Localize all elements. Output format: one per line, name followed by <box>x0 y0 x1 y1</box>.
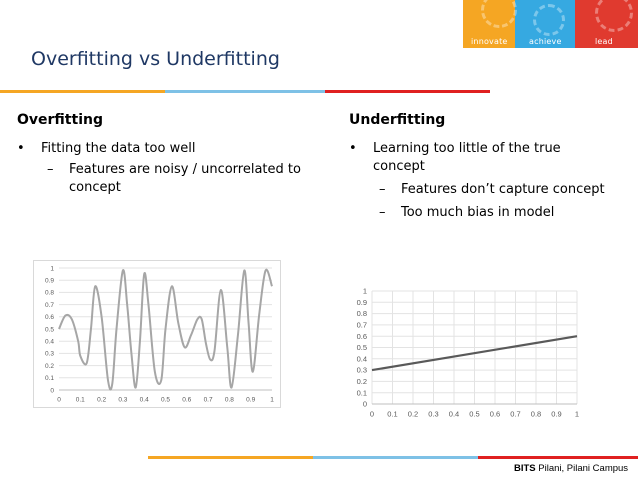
y-tick-label: 0 <box>50 387 54 394</box>
overfitting-subpoint-line2: concept <box>69 180 121 195</box>
x-tick-label: 0.2 <box>97 397 106 404</box>
y-tick-label: 0.5 <box>45 326 54 333</box>
divider-orange <box>0 90 165 93</box>
y-tick-label: 0.9 <box>45 277 54 284</box>
x-tick-label: 0.8 <box>225 397 234 404</box>
y-tick-label: 0.9 <box>357 298 367 307</box>
x-tick-label: 0.7 <box>510 410 520 419</box>
y-tick-label: 0.8 <box>45 290 54 297</box>
series-line <box>371 335 578 372</box>
header-banner: innovate achieve lead <box>463 0 638 48</box>
banner-label-lead: lead <box>595 37 613 46</box>
slide-title: Overfitting vs Underfitting <box>31 48 280 70</box>
y-tick-label: 0.3 <box>357 366 367 375</box>
gear-icon <box>595 0 633 32</box>
y-tick-label: 0.2 <box>45 363 54 370</box>
bullet-symbol: • <box>17 141 25 156</box>
y-tick-label: 0 <box>363 400 367 409</box>
overfitting-heading: Overfitting <box>17 112 103 128</box>
underfitting-chart-svg: 0 0.1 0.2 0.3 0.4 0.5 0.6 0.7 0.8 0.9 1 0 0.1 0.2 0.3 0… <box>357 287 580 419</box>
dash-symbol: – <box>379 182 386 197</box>
x-tick-label: 0.2 <box>408 410 418 419</box>
x-tick-label: 0.1 <box>76 397 85 404</box>
y-tick-label: 0.7 <box>45 302 54 309</box>
y-tick-label: 0.8 <box>357 309 367 318</box>
y-tick-label: 0.4 <box>45 338 54 345</box>
bullet-symbol: • <box>349 141 357 156</box>
overfitting-chart: 0 0.1 0.2 0.3 0.4 0.5 0.6 0.7 0.8 0.9 1 0 0.1 0.2 0.3 0… <box>33 260 281 408</box>
footer-divider-blue <box>313 456 478 459</box>
y-tick-label: 0.7 <box>357 321 367 330</box>
y-tick-label: 0.5 <box>357 343 367 352</box>
underfitting-subpoint-2-text: Too much bias in model <box>401 205 555 220</box>
gear-icon <box>481 0 517 28</box>
x-tick-label: 0.1 <box>387 410 397 419</box>
y-tick-label: 0.4 <box>357 354 367 363</box>
banner-label-achieve: achieve <box>529 37 562 46</box>
y-tick-label: 1 <box>363 287 367 296</box>
x-tick-label: 0.6 <box>182 397 191 404</box>
divider-blue <box>165 90 325 93</box>
x-tick-label: 0.6 <box>490 410 500 419</box>
footer-divider-orange <box>148 456 313 459</box>
underfitting-heading: Underfitting <box>349 112 446 128</box>
footer-brand: BITS <box>514 463 536 474</box>
y-tick-label: 0.1 <box>357 388 367 397</box>
underfitting-bullet: • Learning too little of the true concep… <box>349 140 619 176</box>
footer-divider-red <box>478 456 638 459</box>
y-tick-label: 0.6 <box>45 314 54 321</box>
dash-symbol: – <box>379 205 386 220</box>
overfitting-bullet-text: Fitting the data too well <box>41 141 196 156</box>
underfitting-subpoint-1-text: Features don’t capture concept <box>401 182 605 197</box>
x-tick-label: 0 <box>57 397 61 404</box>
overfitting-subpoint-line1: Features are noisy / uncorrelated to <box>69 162 301 177</box>
overfitting-subpoint: – Features are noisy / uncorrelated to c… <box>47 161 327 197</box>
x-tick-label: 0.4 <box>449 410 459 419</box>
series-line <box>58 268 273 391</box>
x-tick-label: 0.5 <box>161 397 170 404</box>
x-tick-label: 0.4 <box>140 397 149 404</box>
overfitting-bullet: • Fitting the data too well <box>17 140 317 158</box>
x-tick-label: 0.9 <box>551 410 561 419</box>
footer-campus: BITS Pilani, Pilani Campus <box>514 463 628 474</box>
banner-label-innovate: innovate <box>471 37 508 46</box>
x-tick-label: 0.9 <box>246 397 255 404</box>
x-tick-label: 0.5 <box>469 410 479 419</box>
underfitting-bullet-line2: concept <box>373 159 425 174</box>
footer-campus-text: Pilani, Pilani Campus <box>535 463 629 474</box>
underfitting-chart: 0 0.1 0.2 0.3 0.4 0.5 0.6 0.7 0.8 0.9 1 0 0.1 0.2 0.3 0… <box>336 280 586 420</box>
x-tick-label: 1 <box>575 410 579 419</box>
y-tick-label: 0.3 <box>45 351 54 358</box>
y-tick-label: 0.1 <box>45 375 54 382</box>
underfitting-bullet-line1: Learning too little of the true <box>373 141 561 156</box>
divider-red <box>325 90 490 93</box>
x-tick-label: 0.8 <box>531 410 541 419</box>
x-tick-label: 1 <box>270 397 274 404</box>
x-tick-label: 0 <box>370 410 374 419</box>
overfitting-chart-svg: 0 0.1 0.2 0.3 0.4 0.5 0.6 0.7 0.8 0.9 1 0 0.1 0.2 0.3 0… <box>33 260 281 408</box>
underfitting-subpoint-2: – Too much bias in model <box>379 204 629 222</box>
x-tick-label: 0.7 <box>204 397 213 404</box>
y-tick-label: 0.2 <box>357 377 367 386</box>
underfitting-subpoint-1: – Features don’t capture concept <box>379 181 629 199</box>
x-tick-label: 0.3 <box>118 397 127 404</box>
y-tick-label: 0.6 <box>357 332 367 341</box>
y-tick-label: 1 <box>50 265 54 272</box>
gear-icon <box>533 4 565 36</box>
x-tick-label: 0.3 <box>428 410 438 419</box>
dash-symbol: – <box>47 162 54 177</box>
